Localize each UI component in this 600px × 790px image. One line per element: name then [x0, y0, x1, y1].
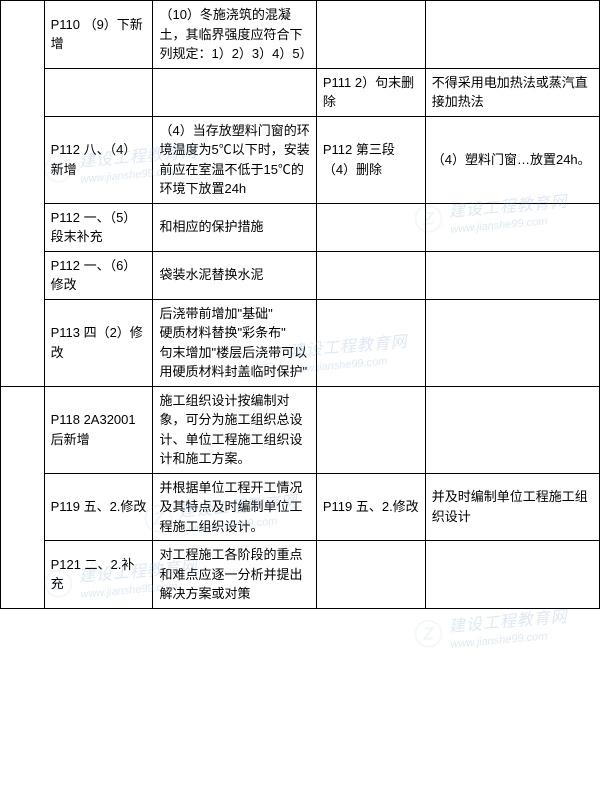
cell: （4）当存放塑料门窗的环境温度为5℃以下时，安装前应在室温不低于15℃的环境下放… — [153, 116, 316, 203]
cell: P113 四（2）修改 — [44, 299, 153, 386]
cell: 并及时编制单位工程施工组织设计 — [425, 473, 599, 541]
cell — [1, 1, 45, 387]
watermark-item: Z建设工程教育网www.jianshe99.com — [448, 597, 600, 672]
cell: 并根据单位工程开工情况及其特点及时编制单位工程施工组织设计。 — [153, 473, 316, 541]
cell — [425, 541, 599, 609]
cell — [425, 299, 599, 386]
cell — [316, 251, 425, 299]
cell: P112 第三段（4）删除 — [316, 116, 425, 203]
cell: P119 五、2.修改 — [316, 473, 425, 541]
table-row: P112 一、（5）段末补充 和相应的保护措施 — [1, 203, 600, 251]
cell: P110 （9）下新增 — [44, 1, 153, 69]
cell — [316, 299, 425, 386]
table-row: P111 2）句末删除 不得采用电加热法或蒸汽直接加热法 — [1, 68, 600, 116]
table-row: P112 一、（6）修改 袋装水泥替换水泥 — [1, 251, 600, 299]
cell: 袋装水泥替换水泥 — [153, 251, 316, 299]
cell — [425, 203, 599, 251]
cell — [316, 203, 425, 251]
watermark-icon: Z — [413, 619, 443, 649]
cell: （10）冬施浇筑的混凝土，其临界强度应符合下列规定：1）2）3）4）5） — [153, 1, 316, 69]
cell: P112 一、（6）修改 — [44, 251, 153, 299]
cell — [153, 68, 316, 116]
cell: P119 五、2.修改 — [44, 473, 153, 541]
table-row: P118 2A32001后新增 施工组织设计按编制对象，可分为施工组织总设计、单… — [1, 386, 600, 473]
cell — [316, 386, 425, 473]
revision-table: P110 （9）下新增 （10）冬施浇筑的混凝土，其临界强度应符合下列规定：1）… — [0, 0, 600, 609]
cell — [425, 251, 599, 299]
table-row: P121 二、2.补充 对工程施工各阶段的重点和难点应逐一分析并提出解决方案或对… — [1, 541, 600, 609]
cell — [425, 386, 599, 473]
cell: P112 八、（4）新增 — [44, 116, 153, 203]
watermark-url: www.jianshe99.com — [450, 623, 600, 651]
table-row: P110 （9）下新增 （10）冬施浇筑的混凝土，其临界强度应符合下列规定：1）… — [1, 1, 600, 69]
cell: P111 2）句末删除 — [316, 68, 425, 116]
cell — [425, 1, 599, 69]
cell: P121 二、2.补充 — [44, 541, 153, 609]
cell: （4）塑料门窗…放置24h。 — [425, 116, 599, 203]
cell — [316, 541, 425, 609]
table-row: P119 五、2.修改 并根据单位工程开工情况及其特点及时编制单位工程施工组织设… — [1, 473, 600, 541]
cell: 施工组织设计按编制对象，可分为施工组织总设计、单位工程施工组织设计和施工方案。 — [153, 386, 316, 473]
cell: 对工程施工各阶段的重点和难点应逐一分析并提出解决方案或对策 — [153, 541, 316, 609]
cell: P112 一、（5）段末补充 — [44, 203, 153, 251]
table-body: P110 （9）下新增 （10）冬施浇筑的混凝土，其临界强度应符合下列规定：1）… — [1, 1, 600, 609]
cell: 和相应的保护措施 — [153, 203, 316, 251]
table-row: P113 四（2）修改 后浇带前增加"基础" 硬质材料替换"彩条布" 句末增加"… — [1, 299, 600, 386]
cell — [316, 1, 425, 69]
cell: 后浇带前增加"基础" 硬质材料替换"彩条布" 句末增加"楼层后浇带可以用硬质材料… — [153, 299, 316, 386]
table-row: P112 八、（4）新增 （4）当存放塑料门窗的环境温度为5℃以下时，安装前应在… — [1, 116, 600, 203]
cell — [1, 386, 45, 608]
cell: 不得采用电加热法或蒸汽直接加热法 — [425, 68, 599, 116]
cell: P118 2A32001后新增 — [44, 386, 153, 473]
cell — [44, 68, 153, 116]
